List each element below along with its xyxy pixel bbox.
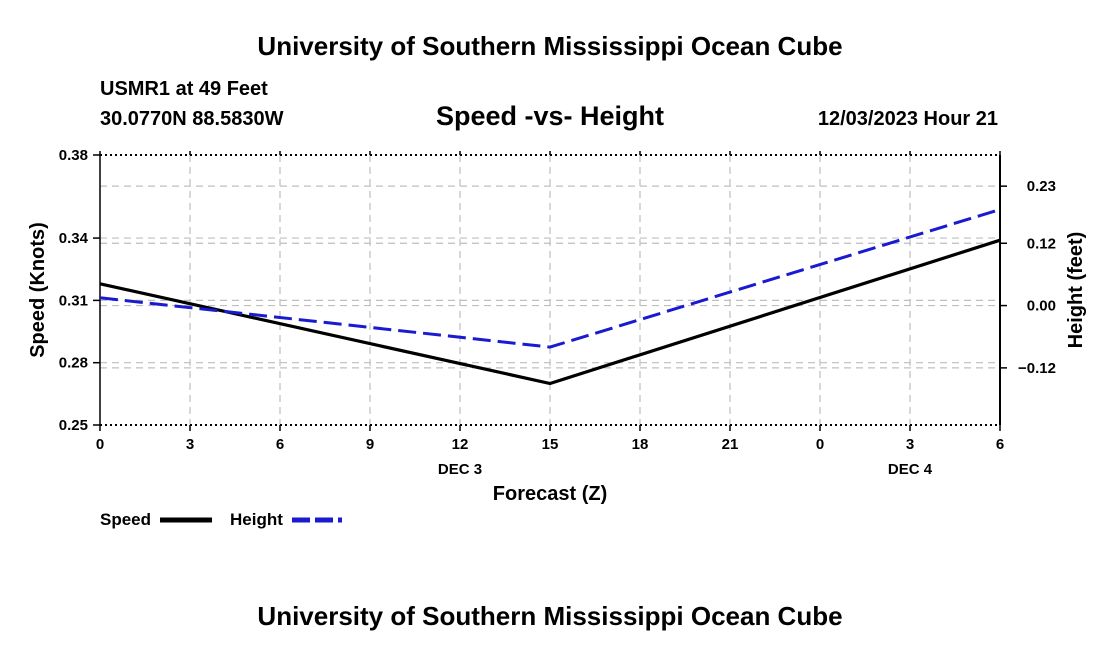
legend-label-height: Height — [230, 510, 283, 529]
x-axis-title: Forecast (Z) — [493, 483, 607, 505]
x-tick-label: 12 — [452, 436, 469, 453]
x-tick-label: 0 — [816, 436, 824, 453]
x-tick-label: 3 — [906, 436, 914, 453]
page-title: University of Southern Mississippi Ocean… — [257, 31, 842, 61]
y-tick-label: 0.28 — [59, 355, 88, 372]
y2-tick-label: 0.00 — [1027, 298, 1056, 315]
station-coordinates: 30.0770N 88.5830W — [100, 108, 284, 130]
station-label: USMR1 at 49 Feet — [100, 78, 268, 100]
y2-tick-label: 0.12 — [1027, 235, 1056, 252]
date-label: DEC 4 — [888, 461, 933, 478]
y-tick-label: 0.25 — [59, 417, 88, 434]
x-tick-label: 0 — [96, 436, 104, 453]
legend: Speed Height — [100, 510, 342, 529]
grid — [100, 155, 1000, 425]
x-tick-label: 6 — [276, 436, 284, 453]
y-tick-label: 0.34 — [59, 230, 89, 247]
x-tick-label: 3 — [186, 436, 194, 453]
forecast-datetime: 12/03/2023 Hour 21 — [818, 108, 998, 130]
y-tick-label: 0.38 — [59, 147, 88, 164]
y-tick-label: 0.31 — [59, 292, 88, 309]
chart-title: Speed -vs- Height — [436, 101, 664, 131]
x-tick-label: 9 — [366, 436, 374, 453]
x-tick-label: 6 — [996, 436, 1004, 453]
x-tick-label: 21 — [722, 436, 739, 453]
series — [99, 208, 1001, 386]
y2-axis-title: Height (feet) — [1065, 232, 1087, 349]
y-axis-title: Speed (Knots) — [27, 222, 49, 358]
legend-label-speed: Speed — [100, 510, 151, 529]
axes: 0 3 6 9 12 15 18 21 0 3 6 DEC 3 DEC 4 0.25 0.28 0.31 0.3… — [59, 147, 1056, 478]
y2-tick-label: −0.12 — [1018, 360, 1056, 377]
y2-tick-label: 0.23 — [1027, 178, 1056, 195]
footer-title: University of Southern Mississippi Ocean… — [257, 601, 842, 631]
x-tick-label: 15 — [542, 436, 559, 453]
date-label: DEC 3 — [438, 461, 482, 478]
x-tick-label: 18 — [632, 436, 649, 453]
